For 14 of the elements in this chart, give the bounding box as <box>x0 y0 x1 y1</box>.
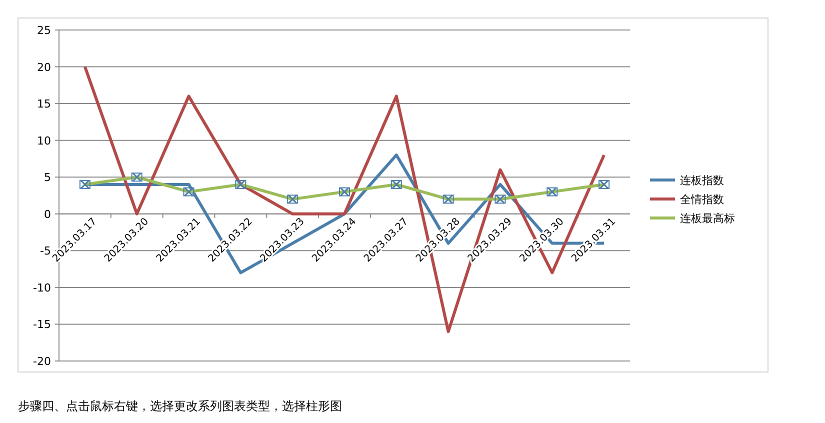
y-tick-label: -10 <box>33 281 51 294</box>
y-tick-label: 10 <box>37 134 51 148</box>
legend-label: 连板最高标 <box>680 212 735 225</box>
y-tick-label: -20 <box>33 355 51 368</box>
legend-label: 全情指数 <box>680 193 724 206</box>
y-tick-label: 5 <box>44 171 51 184</box>
text: 步骤四、点击鼠标右键，选择更改系列图表类型，选择柱形图 <box>18 399 342 413</box>
y-tick-label: 20 <box>37 60 51 74</box>
legend-label: 连板指数 <box>680 174 724 187</box>
y-tick-label: -15 <box>33 318 51 332</box>
y-tick-label: 25 <box>37 24 51 37</box>
y-tick-label: -5 <box>40 244 51 258</box>
y-tick-label: 0 <box>44 208 51 221</box>
y-tick-label: 15 <box>37 98 51 111</box>
